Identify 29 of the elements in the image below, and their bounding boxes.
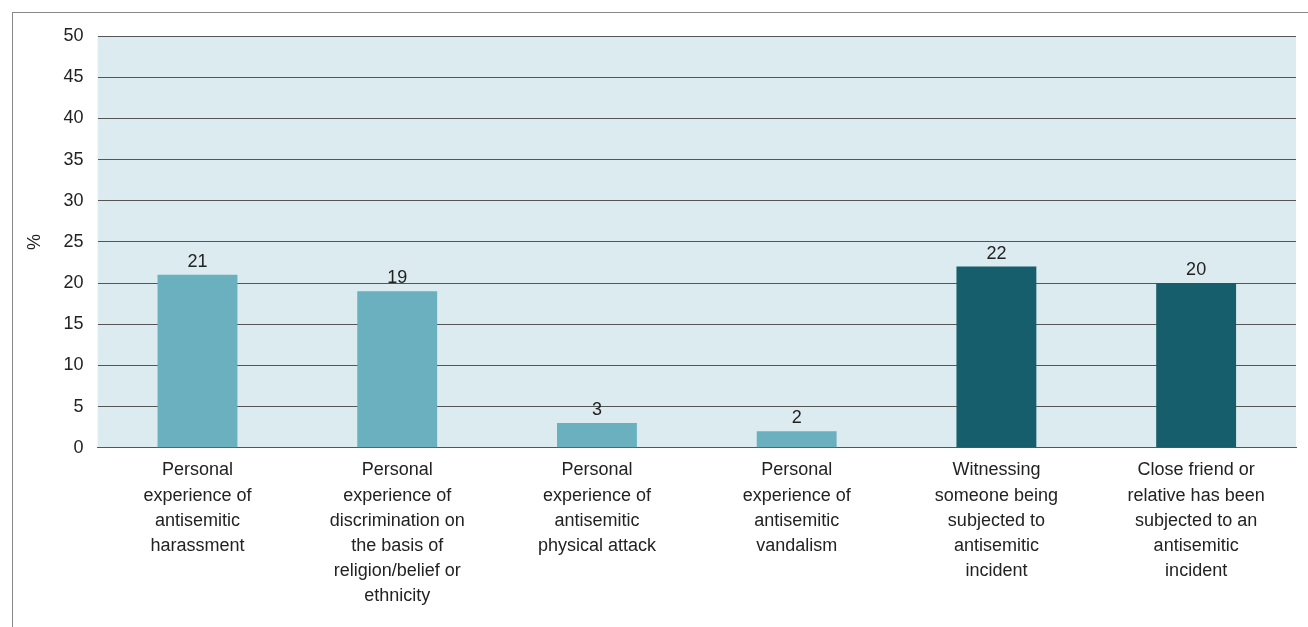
y-tick-label: 35 (63, 148, 84, 169)
data-label: 2 (791, 407, 802, 428)
y-tick-label: 15 (63, 313, 84, 334)
data-label: 20 (1186, 259, 1207, 280)
y-tick-label: 45 (63, 66, 84, 87)
y-tick-label: 40 (63, 107, 84, 128)
y-tick-label: 5 (73, 395, 84, 416)
bar (157, 274, 238, 448)
y-tick-label: 50 (63, 24, 84, 45)
y-tick-label: 10 (63, 354, 84, 375)
data-label: 21 (187, 250, 208, 271)
x-tick-label: Personal experience of antisemitic physical attack (537, 459, 657, 555)
bar (756, 431, 837, 448)
y-tick-label: 0 (73, 436, 84, 457)
y-tick-label: 25 (63, 230, 84, 251)
y-tick-label: 20 (63, 272, 84, 293)
x-tick-label: Personal experience of antisemitic vandalism (742, 459, 852, 555)
bar (956, 266, 1037, 448)
x-tick-label: Close friend or relative has been subjected to an antisemitic incident (1127, 459, 1265, 581)
x-tick-label: Personal experience of antisemitic harassment (143, 459, 253, 555)
x-tick-label: Witnessing someone being subjected to antisemitic incident (934, 459, 1058, 581)
data-label: 22 (986, 242, 1007, 263)
bar (557, 423, 637, 448)
bar (357, 291, 438, 448)
bar (1156, 283, 1237, 448)
data-label: 19 (387, 267, 408, 288)
y-tick-label: 30 (63, 189, 84, 210)
y-axis-title: % (23, 233, 44, 250)
x-tick-label: Personal experience of discrimination on the basis of religion/belief or ethnicity (329, 459, 465, 606)
